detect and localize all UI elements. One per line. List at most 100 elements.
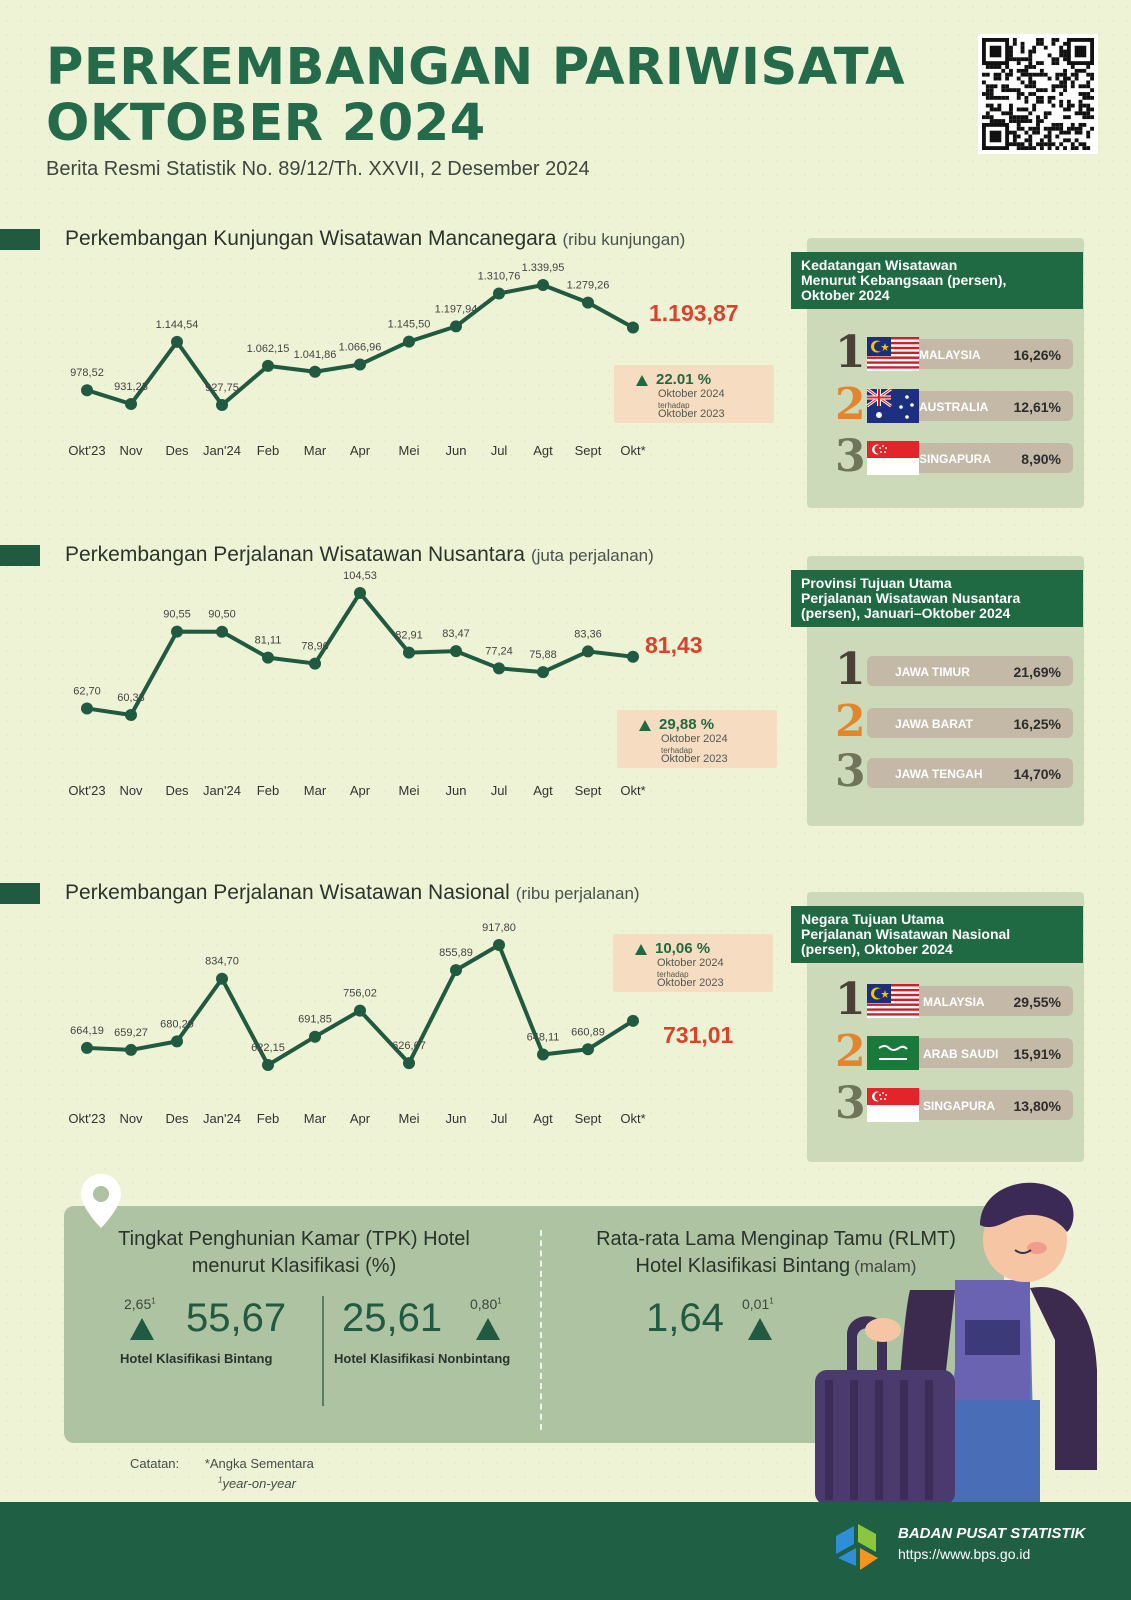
data-label: 1.066,96: [339, 341, 382, 353]
panel-title-line-3: (persen), Oktober 2024: [801, 941, 953, 957]
x-tick-label: Feb: [257, 443, 279, 458]
divider: [322, 1296, 324, 1406]
data-point: [309, 365, 321, 378]
rank-name: SINGAPURA: [923, 1099, 996, 1113]
x-tick-label: Okt*: [620, 443, 645, 458]
notes-label: Catatan:: [130, 1456, 180, 1471]
x-tick-label: Mar: [304, 443, 327, 458]
line-chart-svg: 62,70 60,33 90,55 90,50 81,11 78,96 104,53 82,9…: [68, 570, 645, 798]
rank-number: 1: [835, 327, 866, 378]
panel-title-line-3: Oktober 2024: [801, 287, 890, 303]
data-label: 77,24: [485, 645, 513, 657]
chart-nusantara: 62,70 60,33 90,55 90,50 81,11 78,96 104,53 82,9…: [60, 570, 700, 810]
growth-up-icon: [635, 944, 647, 955]
data-label: 75,88: [529, 649, 557, 661]
data-label: 680,29: [160, 1018, 194, 1030]
x-tick-label: Jan'24: [203, 783, 241, 798]
data-label: 1.197,94: [435, 303, 478, 315]
panel-title: Negara Tujuan Utama Perjalanan Wisatawan…: [791, 906, 1083, 963]
x-tick-label: Feb: [257, 1111, 279, 1126]
x-tick-label: Agt: [533, 1111, 553, 1126]
bintang-change-value: 2,65: [124, 1296, 152, 1312]
rank-row: 2 ARAB SAUDI 15,91%: [827, 1028, 1073, 1076]
section-marker: [0, 229, 40, 250]
data-point: [262, 651, 274, 664]
data-point: [81, 702, 93, 715]
rlmt-unit: (malam): [854, 1257, 917, 1276]
org-name: BADAN PUSAT STATISTIK: [898, 1525, 1086, 1542]
rlmt-value: 1,64: [646, 1296, 724, 1340]
x-tick-label: Agt: [533, 443, 553, 458]
rank-row: 2 JAWA BARAT 16,25%: [827, 698, 1073, 746]
rank-percent: 21,69%: [1013, 664, 1061, 680]
bps-logo-icon: [836, 1524, 878, 1570]
x-tick-label: Nov: [119, 443, 143, 458]
data-point: [354, 1004, 366, 1017]
nonbintang-change-value: 0,80: [470, 1296, 498, 1312]
data-point: [125, 1043, 137, 1056]
rank-percent: 29,55%: [1013, 994, 1061, 1010]
data-label: 855,89: [439, 947, 473, 959]
tpk-title: Tingkat Penghunian Kamar (TPK) Hotel men…: [118, 1226, 470, 1280]
x-tick-label: Apr: [350, 443, 371, 458]
growth-line-3: Oktober 2023: [661, 753, 728, 765]
x-tick-label: Mei: [399, 443, 420, 458]
x-tick-label: Jan'24: [203, 1111, 241, 1126]
increase-arrow-icon: [476, 1318, 500, 1340]
growth-box-nasional: 10,06 % Oktober 2024 terhadap Oktober 20…: [613, 934, 773, 992]
data-label: 90,55: [163, 609, 191, 621]
x-tick-label: Jul: [491, 1111, 508, 1126]
growth-line-2: terhadap: [658, 401, 690, 410]
qr-code[interactable]: [978, 34, 1098, 154]
data-label: 978,52: [70, 367, 104, 379]
data-label: 622,15: [251, 1042, 285, 1054]
notes-line-2: 1year-on-year: [218, 1476, 296, 1491]
x-tick-label: Mei: [399, 1111, 420, 1126]
rank-percent: 15,91%: [1013, 1046, 1061, 1062]
footer: [0, 1502, 1131, 1600]
rank-name: MALAYSIA: [923, 995, 985, 1009]
notes-line-2-text: year-on-year: [222, 1476, 296, 1492]
rank-name: ARAB SAUDI: [923, 1047, 999, 1061]
data-point: [309, 1030, 321, 1043]
org-url[interactable]: https://www.bps.go.id: [898, 1546, 1031, 1562]
x-tick-label: Sept: [575, 443, 602, 458]
data-label: 834,70: [205, 956, 239, 968]
growth-line-1: Oktober 2024: [661, 733, 728, 745]
data-label: 104,53: [343, 570, 377, 582]
data-point: [216, 972, 228, 985]
section-unit: (juta perjalanan): [530, 546, 654, 565]
malaysia-flag-icon: [867, 335, 919, 373]
tpk-title-line-1: Tingkat Penghunian Kamar (TPK) Hotel: [118, 1228, 470, 1250]
data-point: [537, 279, 549, 291]
data-point: [493, 287, 505, 300]
data-point: [309, 657, 321, 670]
rank-row: 2 AUSTRALIA 12,61%: [827, 381, 1073, 429]
traveler-illustration: [815, 1182, 1097, 1505]
x-tick-label: Okt'23: [68, 1111, 105, 1126]
data-point: [125, 709, 137, 721]
rank-name: AUSTRALIA: [919, 400, 989, 414]
data-label: 1.062,15: [247, 343, 290, 355]
rank-number: 1: [835, 974, 866, 1025]
growth-value: 22.01 %: [656, 371, 712, 388]
rank-name: JAWA TIMUR: [895, 665, 970, 679]
x-tick-label: Okt*: [620, 783, 645, 798]
growth-up-icon: [639, 720, 651, 731]
dashed-divider: [540, 1230, 542, 1430]
x-tick-label: Nov: [119, 1111, 143, 1126]
data-label: 90,50: [208, 609, 236, 621]
data-point: [81, 1041, 93, 1054]
section-marker: [0, 545, 40, 566]
rank-percent: 8,90%: [1021, 451, 1061, 467]
notes-mark: 1: [218, 1476, 223, 1485]
data-label: 626,67: [392, 1040, 426, 1052]
malaysia-flag-icon: [867, 982, 919, 1020]
data-label: 82,91: [395, 630, 423, 642]
data-point: [171, 335, 183, 348]
panel-title-line-1: Provinsi Tujuan Utama: [801, 575, 952, 591]
x-tick-label: Mar: [304, 783, 327, 798]
rank-pill: [867, 656, 1073, 686]
nonbintang-label: Hotel Klasifikasi Nonbintang: [334, 1351, 511, 1366]
increase-arrow-icon: [748, 1318, 772, 1340]
